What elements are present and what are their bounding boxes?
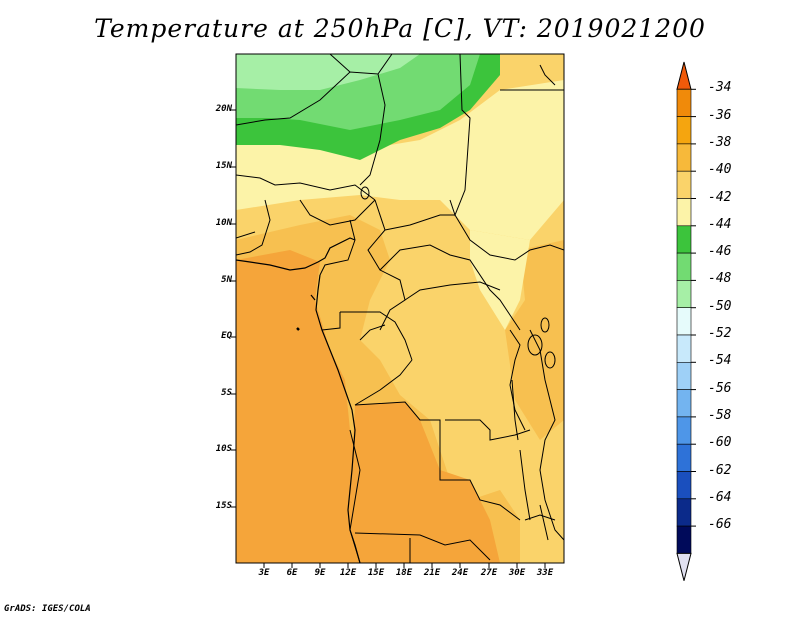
colorbar-label: -36	[708, 107, 732, 123]
lon-label: 33E	[536, 568, 554, 578]
grads-credit: GrADS: IGES/COLA	[4, 604, 91, 614]
lon-label: 18E	[395, 568, 413, 578]
colorbar-swatch	[676, 116, 692, 145]
field-pale-east	[470, 230, 530, 330]
colorbar-swatch	[676, 361, 692, 390]
colorbar-label: -62	[708, 462, 732, 478]
lon-label: 30E	[508, 568, 526, 578]
lat-label: 10S	[215, 444, 232, 454]
field-dark-orange-west	[236, 250, 380, 563]
colorbar-label: -64	[708, 489, 732, 505]
lon-label: 6E	[286, 568, 298, 578]
colorbar-label: -48	[708, 271, 732, 287]
lakes	[360, 186, 556, 541]
lon-label: 9E	[314, 568, 326, 578]
colorbar-swatch	[676, 498, 692, 527]
colorbar-label: -54	[708, 353, 732, 369]
lat-label: 10N	[215, 218, 232, 228]
colorbar-label: -40	[708, 162, 732, 178]
map-frame	[235, 53, 565, 564]
map-title: Temperature at 250hPa [C], VT: 201902120…	[94, 14, 706, 43]
colorbar-bottom-arrow	[676, 552, 692, 581]
colorbar-top-arrow	[676, 61, 692, 90]
colorbar-label: -42	[708, 189, 732, 205]
field-pale-north	[236, 80, 564, 240]
lon-label: 12E	[339, 568, 357, 578]
colorbar-label: -58	[708, 407, 732, 423]
lat-label: 5N	[221, 275, 232, 285]
colorbar	[676, 61, 696, 581]
colorbar-swatch	[676, 471, 692, 500]
colorbar-label: -38	[708, 134, 732, 150]
colorbar-swatch	[676, 389, 692, 418]
lon-label: 15E	[367, 568, 385, 578]
lat-label: 20N	[215, 104, 232, 114]
colorbar-swatch	[676, 307, 692, 336]
colorbar-swatch	[676, 334, 692, 363]
lat-label: 15N	[215, 161, 232, 171]
colorbar-swatch	[676, 198, 692, 227]
colorbar-swatch	[676, 525, 692, 554]
colorbar-swatch	[676, 443, 692, 472]
colorbar-label: -60	[708, 435, 732, 451]
field-dark-orange-south	[340, 402, 500, 563]
lon-label: 21E	[423, 568, 441, 578]
lon-label: 3E	[258, 568, 270, 578]
colorbar-swatch	[676, 225, 692, 254]
coastlines	[236, 237, 361, 563]
colorbar-swatch	[676, 89, 692, 117]
colorbar-label: -46	[708, 244, 732, 260]
colorbar-swatch	[676, 143, 692, 172]
lat-label: 5S	[221, 388, 232, 398]
lon-label: 27E	[480, 568, 498, 578]
colorbar-label: -50	[708, 298, 732, 314]
colorbar-label: -44	[708, 216, 732, 232]
lat-label: EQ	[221, 331, 232, 341]
colorbar-swatch	[676, 280, 692, 308]
lat-label: 15S	[215, 501, 232, 511]
colorbar-label: -66	[708, 517, 732, 533]
colorbar-label: -34	[708, 80, 732, 96]
country-borders	[236, 54, 564, 563]
colorbar-label: -52	[708, 326, 732, 341]
colorbar-label: -56	[708, 380, 732, 396]
colorbar-swatch	[676, 252, 692, 281]
temperature-field	[236, 54, 564, 563]
field-green-light	[236, 54, 420, 90]
colorbar-swatch	[676, 416, 692, 445]
lon-label: 24E	[451, 568, 469, 578]
axis-ticks	[231, 109, 546, 568]
colorbar-swatch	[676, 170, 692, 199]
